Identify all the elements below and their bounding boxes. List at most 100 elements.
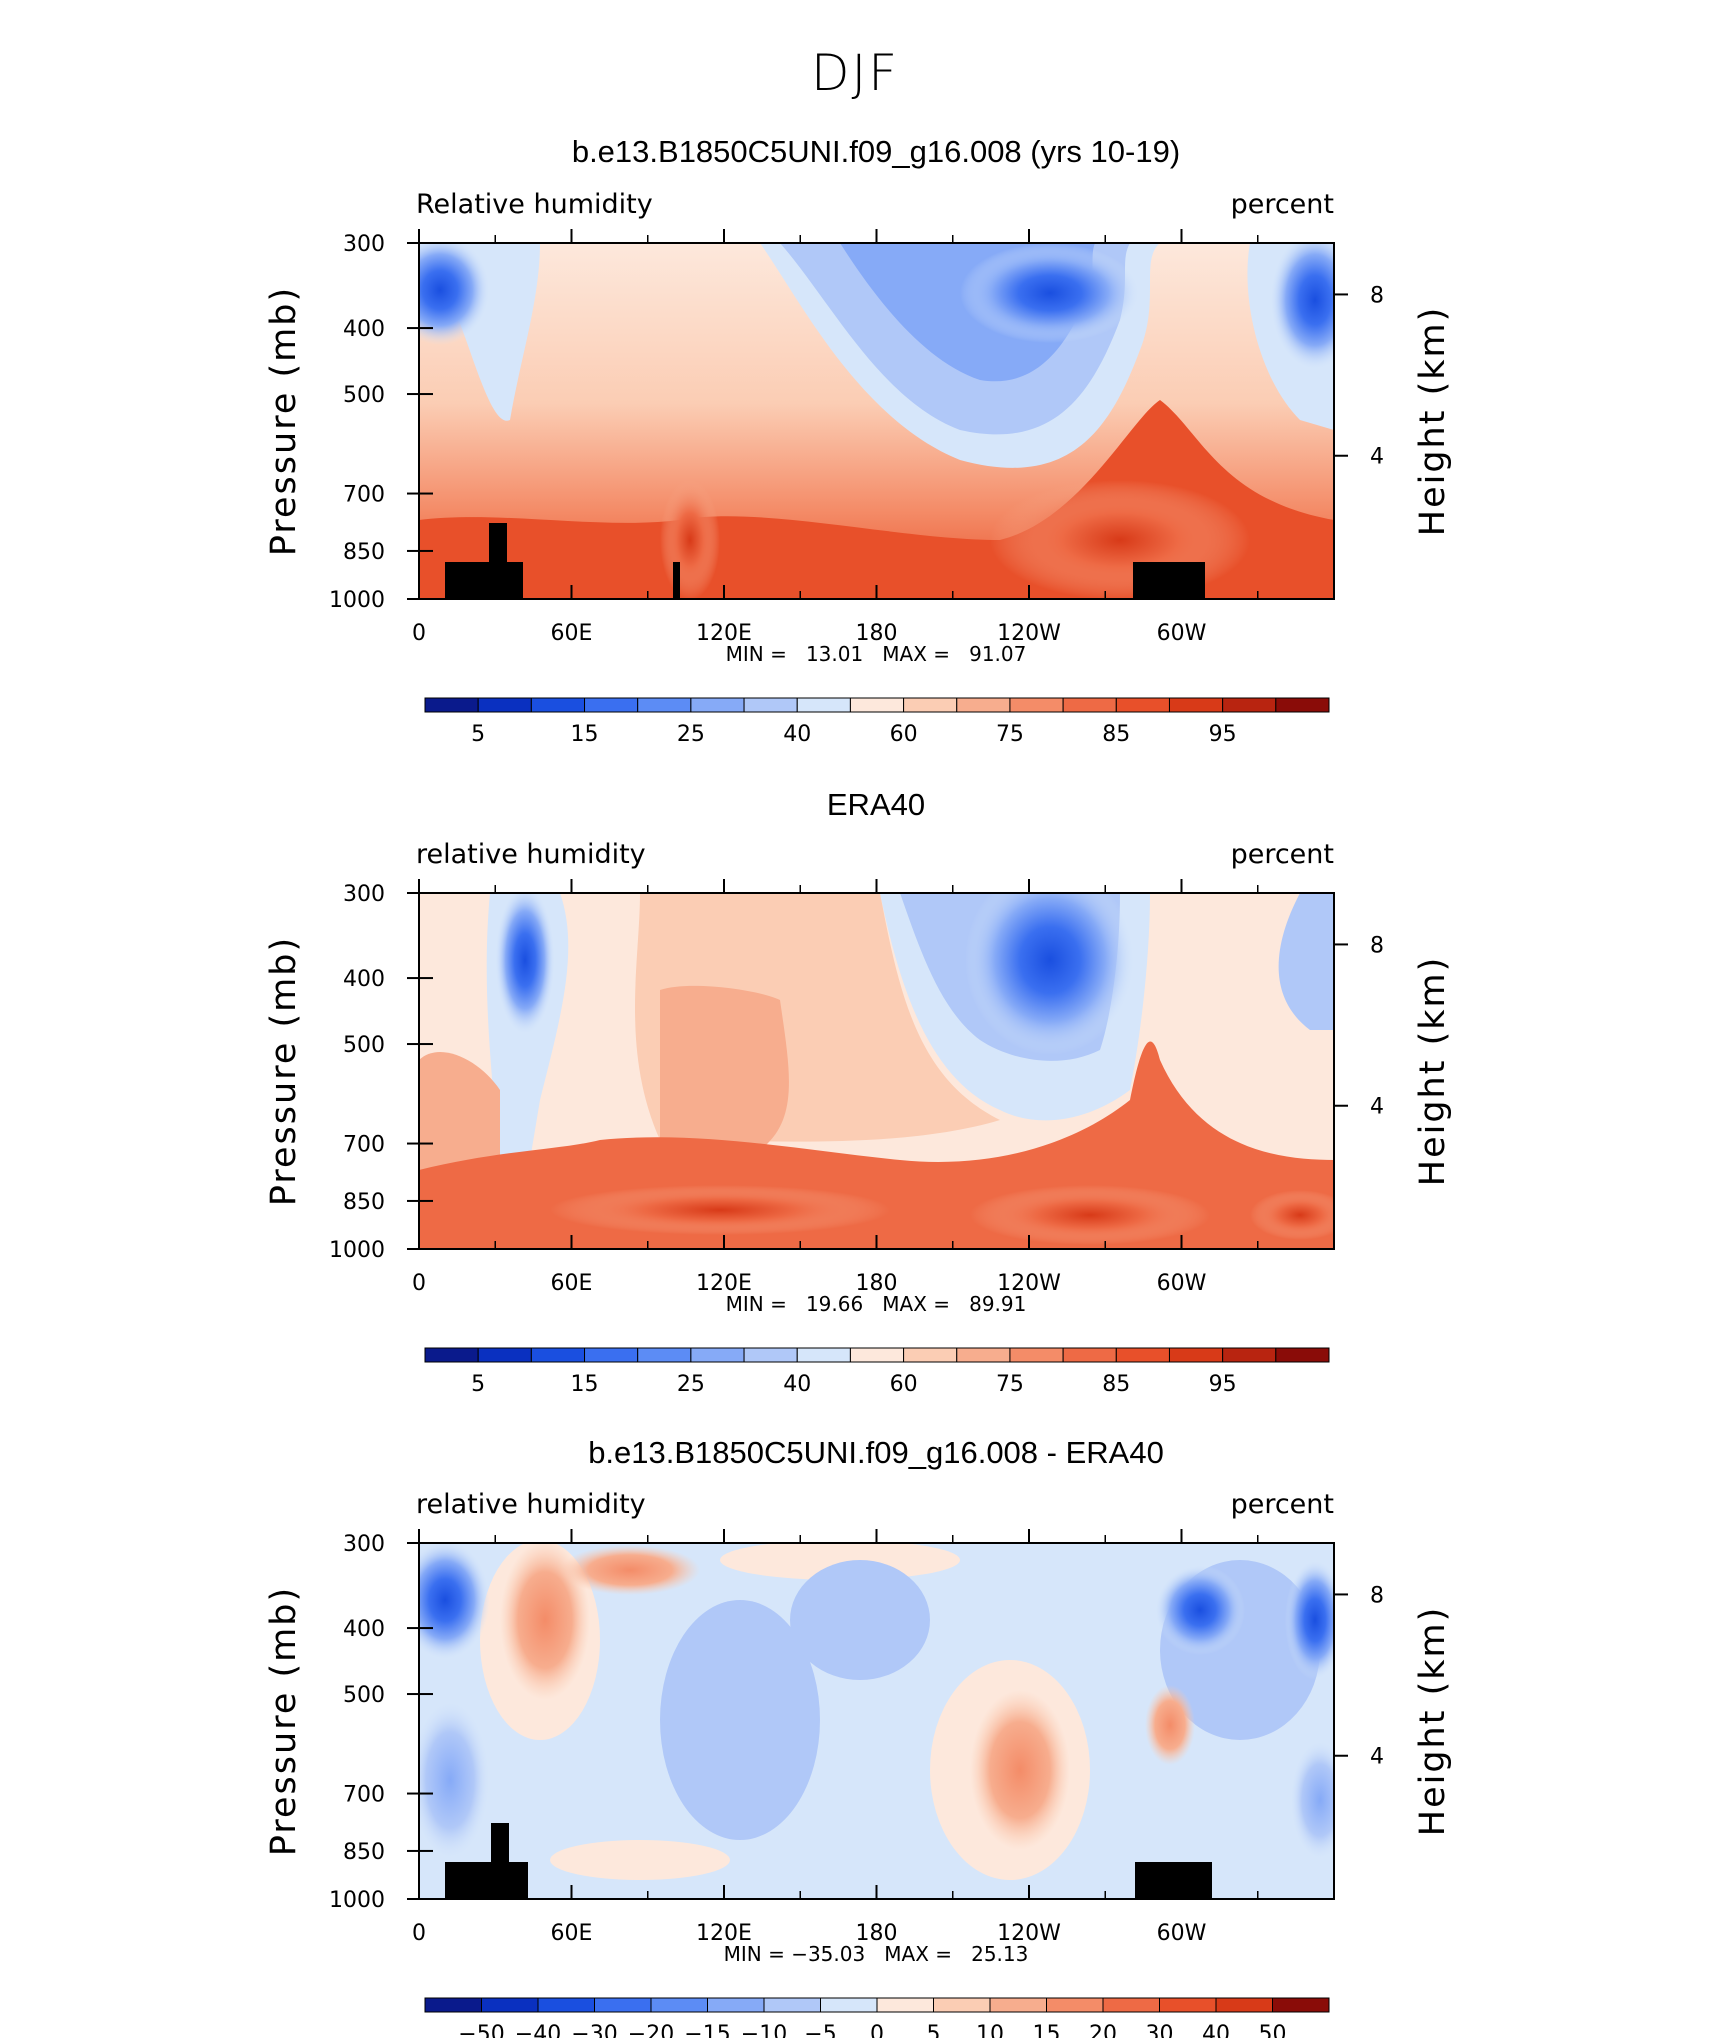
panel-title: b.e13.B1850C5UNI.f09_g16.008 - ERA40 — [588, 1435, 1164, 1470]
colorbar-label: 40 — [783, 722, 811, 747]
y-tick-label: 500 — [343, 383, 385, 408]
x-tick-label: 0 — [412, 1271, 426, 1296]
colorbar-box — [1009, 697, 1064, 713]
right-label: percent — [1231, 839, 1334, 870]
y2-axis-title: Height (km) — [1413, 956, 1453, 1187]
colorbar-label: 0 — [870, 2022, 884, 2038]
contour-field — [419, 1543, 1334, 1899]
colorbar-label: −5 — [804, 2022, 836, 2038]
y-tick-label: 850 — [343, 540, 385, 565]
colorbar-box — [1159, 1997, 1217, 2013]
y-tick-label: 300 — [343, 882, 385, 907]
topography-mask — [445, 1823, 1212, 1899]
colorbar-box — [763, 1997, 821, 2013]
colorbar-label: 20 — [1089, 2022, 1117, 2038]
y-tick-label: 400 — [343, 317, 385, 342]
x-tick-label: 60E — [551, 1271, 593, 1296]
x-tick-label: 180 — [856, 1271, 898, 1296]
colorbar-label: 95 — [1209, 722, 1237, 747]
y2-axis-title: Height (km) — [1413, 1606, 1453, 1837]
colorbar-box — [637, 1347, 692, 1363]
left-label: relative humidity — [416, 1489, 646, 1520]
colorbar-label: 75 — [996, 1372, 1024, 1397]
colorbar-box — [956, 697, 1011, 713]
colorbar-label: 40 — [1202, 2022, 1230, 2038]
y-tick-label: 1000 — [329, 1238, 385, 1263]
colorbar-box — [530, 697, 586, 713]
colorbar-box — [584, 1347, 639, 1363]
colorbar-box — [1115, 1347, 1170, 1363]
colorbar-box — [424, 1997, 482, 2013]
y-tick-label: 850 — [343, 1190, 385, 1215]
x-tick-label: 120W — [997, 1921, 1061, 1946]
x-tick-label: 60E — [551, 1921, 593, 1946]
x-tick-label: 0 — [412, 1921, 426, 1946]
left-label: relative humidity — [416, 839, 646, 870]
colorbar-box — [584, 697, 639, 713]
panel-difference: b.e13.B1850C5UNI.f09_g16.008 - ERA40 rel… — [264, 1435, 1453, 2038]
y2-tick-label: 4 — [1370, 445, 1384, 470]
colorbar-label: 50 — [1259, 2022, 1287, 2038]
colorbar-box — [530, 1347, 586, 1363]
colorbar-label: 5 — [927, 2022, 941, 2038]
colorbar-box — [481, 1997, 539, 2013]
y-tick-label: 400 — [343, 967, 385, 992]
colorbar-label: −20 — [628, 2022, 674, 2038]
colorbar-label: 10 — [976, 2022, 1004, 2038]
topography-mask — [445, 523, 1205, 599]
colorbar-box — [424, 697, 479, 713]
right-label: percent — [1231, 189, 1334, 220]
y2-tick-label: 8 — [1370, 933, 1384, 958]
min-max-stats: MIN = 19.66 MAX = 89.91 — [726, 1292, 1027, 1316]
colorbar-box — [1222, 697, 1277, 713]
colorbar-label: −10 — [741, 2022, 787, 2038]
left-label: Relative humidity — [416, 189, 653, 220]
x-tick-label: 60W — [1157, 1271, 1207, 1296]
colorbar-label: 5 — [471, 1372, 485, 1397]
colorbar-label: 60 — [890, 1372, 918, 1397]
colorbar-label: 5 — [471, 722, 485, 747]
colorbar-label: 40 — [783, 1372, 811, 1397]
colorbar-label: 85 — [1102, 1372, 1130, 1397]
figure-title: DJF — [810, 44, 899, 102]
panel-title: ERA40 — [827, 787, 925, 822]
colorbar-label: 30 — [1146, 2022, 1174, 2038]
contour-field — [419, 893, 1334, 1249]
contour-field — [419, 243, 1334, 599]
colorbar-box — [594, 1997, 652, 2013]
colorbar-box — [1046, 1997, 1104, 2013]
colorbar-label: 60 — [890, 722, 918, 747]
colorbar-box — [743, 697, 798, 713]
colorbar-box — [820, 1997, 878, 2013]
colorbar-box — [876, 1997, 934, 2013]
panel-era40: ERA40 relative humidity percent 0 60E 120 — [264, 787, 1453, 1397]
y-tick-label: 400 — [343, 1617, 385, 1642]
right-label: percent — [1231, 1489, 1334, 1520]
colorbar-label: 15 — [1033, 2022, 1061, 2038]
panel-model: b.e13.B1850C5UNI.f09_g16.008 (yrs 10-19)… — [264, 134, 1453, 747]
colorbar-box — [903, 1347, 958, 1363]
colorbar-box — [1168, 1347, 1224, 1363]
y2-tick-label: 8 — [1370, 1583, 1384, 1608]
y-tick-label: 500 — [343, 1033, 385, 1058]
colorbar-box — [796, 697, 851, 713]
colorbar-label: 25 — [677, 722, 705, 747]
colorbar-label: 75 — [996, 722, 1024, 747]
y-axis-title: Pressure (mb) — [264, 936, 304, 1206]
colorbar-label: −50 — [458, 2022, 504, 2038]
y-tick-label: 300 — [343, 232, 385, 257]
y-tick-label: 700 — [343, 483, 385, 508]
colorbar-box — [690, 697, 745, 713]
colorbar-box — [1272, 1997, 1330, 2013]
min-max-stats: MIN = −35.03 MAX = 25.13 — [724, 1942, 1029, 1966]
min-max-stats: MIN = 13.01 MAX = 91.07 — [726, 642, 1027, 666]
y-tick-label: 1000 — [329, 1888, 385, 1913]
x-tick-label: 120E — [696, 1271, 752, 1296]
colorbar-box — [1215, 1997, 1273, 2013]
colorbar-label: 15 — [571, 1372, 599, 1397]
y2-tick-label: 8 — [1370, 283, 1384, 308]
x-tick-label: 120W — [997, 621, 1061, 646]
colorbar-box — [1275, 1347, 1330, 1363]
colorbar-box — [477, 1347, 532, 1363]
